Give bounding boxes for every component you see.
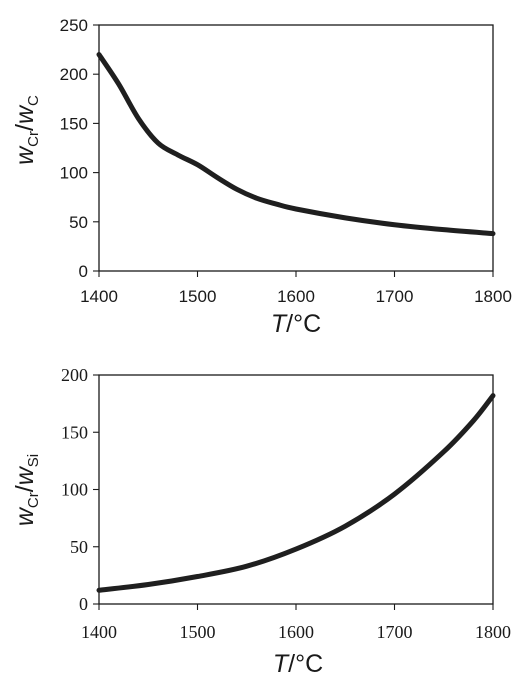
tick-marks [93,374,494,610]
y-axis-label: wCr/wC [11,95,42,165]
x-tick-label: 1400 [81,622,117,642]
x-axis-label: T/°C [271,310,321,338]
x-tick-label: 1600 [278,622,314,642]
y-tick-label: 200 [61,365,88,385]
y-tick-label: 0 [79,594,88,614]
chart-cr-si-ratio: 1400 1500 1600 1700 1800 0 50 100 150 200 T/°C w… [11,365,511,678]
y-tick-label: 100 [61,480,88,500]
y-axis-label: wCr/wSi [11,454,42,526]
y-tick-labels: 0 50 100 150 200 250 [60,16,88,281]
x-tick-label: 1800 [474,287,512,306]
x-axis-label: T/°C [273,650,323,678]
y-tick-label: 200 [60,65,88,84]
x-tick-labels: 1400 1500 1600 1700 1800 [80,287,512,306]
x-tick-label: 1700 [376,287,414,306]
chart-cr-c-ratio: 1400 1500 1600 1700 1800 0 50 100 150 200 250 T/°… [11,16,512,338]
x-tick-label: 1500 [180,622,216,642]
plot-frame [98,24,494,272]
x-tick-label: 1800 [475,622,511,642]
y-tick-labels: 0 50 100 150 200 [61,365,88,614]
x-tick-label: 1400 [80,287,118,306]
x-tick-labels: 1400 1500 1600 1700 1800 [81,622,511,642]
plot-frame [98,374,494,605]
series-line [96,393,496,593]
y-tick-label: 50 [70,537,88,557]
x-tick-label: 1500 [179,287,217,306]
series-line [96,52,496,237]
y-tick-label: 100 [60,164,88,183]
tick-marks [93,24,494,277]
y-tick-label: 0 [79,262,88,281]
y-tick-label: 150 [60,114,88,133]
x-tick-label: 1600 [277,287,315,306]
y-tick-label: 250 [60,16,88,35]
x-tick-label: 1700 [377,622,413,642]
y-tick-label: 50 [69,213,88,232]
y-tick-label: 150 [61,422,88,442]
